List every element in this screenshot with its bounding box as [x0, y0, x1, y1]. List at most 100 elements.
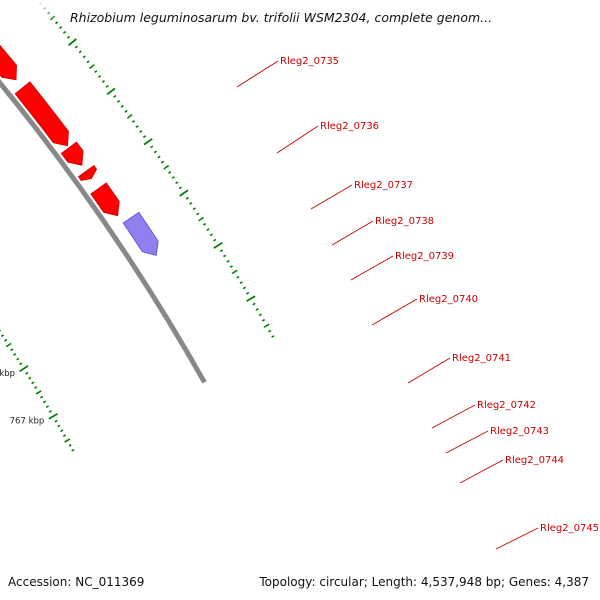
ruler-tick-outer [0, 334, 5, 338]
gene-leader-line [407, 357, 451, 384]
gene-label[interactable]: Rleg2_0735 [280, 56, 339, 67]
ruler-tick-inner [192, 207, 196, 211]
backbone [0, 79, 207, 384]
ruler-tick-outer [57, 424, 61, 428]
ruler-tick-inner [126, 114, 133, 119]
ruler-tick-inner [135, 125, 139, 128]
ruler-tick-inner [74, 45, 78, 49]
ruler-tick-inner [178, 186, 182, 190]
ruler-tick-inner [239, 281, 243, 285]
gene-leader-line [276, 125, 319, 154]
gene-arrow[interactable] [90, 182, 120, 217]
ruler: 756 kbp757 kbp758 kbp759 kbp760 kbp761 k… [0, 0, 275, 452]
ruler-tick-outer [3, 338, 8, 342]
ruler-tick-inner [157, 155, 161, 159]
ruler-tick-inner [255, 308, 259, 311]
ruler-tick-outer [19, 365, 29, 373]
ruler-tick-inner [179, 189, 189, 197]
gene-label[interactable]: Rleg2_0745 [540, 523, 599, 534]
ruler-tick-outer [19, 362, 23, 366]
gene-label[interactable]: Rleg2_0737 [354, 180, 413, 191]
ruler-label: 767 kbp [10, 416, 45, 426]
ruler-tick-inner [116, 99, 121, 103]
gene-label[interactable]: Rleg2_0743 [490, 426, 549, 437]
corner-fade [538, 0, 600, 45]
ruler-tick-inner [143, 138, 153, 146]
ruler-tick-inner [189, 202, 193, 205]
gene-label[interactable]: Rleg2_0736 [320, 121, 379, 132]
ruler-tick-inner [55, 21, 59, 25]
ruler-tick-inner [268, 329, 272, 333]
ruler-tick-inner [59, 26, 63, 30]
ruler-tick-inner [67, 38, 77, 46]
ruler-tick-outer [60, 429, 64, 433]
ruler-tick-inner [105, 84, 109, 88]
ruler-tick-outer [48, 412, 58, 420]
gene-arrow[interactable] [14, 81, 69, 147]
ruler-tick-outer [13, 352, 17, 356]
gene-leader-line [350, 255, 394, 281]
ruler-tick-outer [42, 400, 47, 404]
gene-leader-line [310, 184, 353, 210]
ruler-tick-inner [223, 254, 227, 258]
ruler-tick-inner [202, 222, 207, 226]
gene-label[interactable]: Rleg2_0742 [477, 400, 536, 411]
gene-labels: Rleg2_0735 Rleg2_0736 Rleg2_0737 Rleg2_0738… [236, 56, 599, 550]
gene-arrow[interactable] [0, 45, 17, 81]
ruler-tick-outer [34, 386, 38, 389]
ruler-tick-inner [142, 135, 147, 139]
ruler-tick-inner [196, 212, 200, 216]
topology-text: Topology: circular; Length: 4,537,948 bp… [259, 575, 589, 589]
ruler-tick-inner [160, 160, 165, 164]
ruler-tick-inner [258, 313, 262, 317]
gene-label[interactable]: Rleg2_0738 [375, 216, 434, 227]
ruler-tick-inner [106, 87, 116, 96]
gene-label[interactable]: Rleg2_0740 [419, 294, 478, 305]
ruler-tick-inner [139, 130, 143, 134]
ruler-tick-outer [68, 443, 72, 447]
backbone-arc [0, 79, 207, 384]
gene-label[interactable]: Rleg2_0741 [452, 353, 511, 364]
ruler-tick-outer [28, 376, 32, 380]
ruler-tick-outer [54, 419, 58, 423]
ruler-tick-inner [168, 170, 172, 174]
ruler-tick-outer [5, 342, 12, 348]
gene-leader-line [445, 430, 489, 454]
ruler-tick-outer [25, 371, 29, 375]
ruler-tick-inner [252, 302, 256, 306]
gene-arrow[interactable] [122, 211, 159, 257]
top-fade [0, 0, 600, 22]
ruler-tick-inner [94, 70, 98, 74]
ruler-tick-inner [78, 50, 82, 54]
gene-arrow[interactable] [77, 165, 98, 181]
ruler-tick-inner [124, 109, 128, 113]
gene-leader-line [495, 527, 539, 550]
ruler-tick-inner [150, 145, 154, 149]
ruler-tick-inner [101, 79, 105, 83]
ruler-tick-inner [198, 216, 205, 222]
gene-label[interactable]: Rleg2_0744 [505, 455, 564, 466]
ruler-tick-inner [263, 323, 270, 328]
ruler-tick-outer [0, 329, 2, 332]
gene-label[interactable]: Rleg2_0739 [395, 251, 454, 262]
ruler-tick-inner [246, 295, 256, 303]
ruler-tick-outer [10, 348, 14, 352]
ruler-tick-inner [113, 94, 117, 98]
ruler-tick-inner [226, 259, 230, 263]
ruler-tick-inner [271, 335, 275, 338]
ruler-tick-inner [163, 164, 170, 170]
ruler-tick-inner [62, 30, 67, 34]
ruler-tick-outer [16, 357, 20, 361]
ruler-tick-inner [229, 265, 233, 269]
ruler-tick-inner [82, 55, 86, 59]
ruler-label: 766 kbp [0, 369, 15, 379]
ruler-tick-outer [45, 405, 50, 409]
ruler-tick-inner [219, 249, 224, 253]
gene-track [0, 45, 159, 257]
ruler-tick-inner [131, 119, 136, 123]
ruler-tick-inner [97, 75, 102, 78]
map-title: Rhizobium leguminosarum bv. trifolii WSM… [70, 10, 493, 25]
ruler-tick-inner [89, 64, 95, 70]
gene-arrow[interactable] [60, 141, 84, 166]
